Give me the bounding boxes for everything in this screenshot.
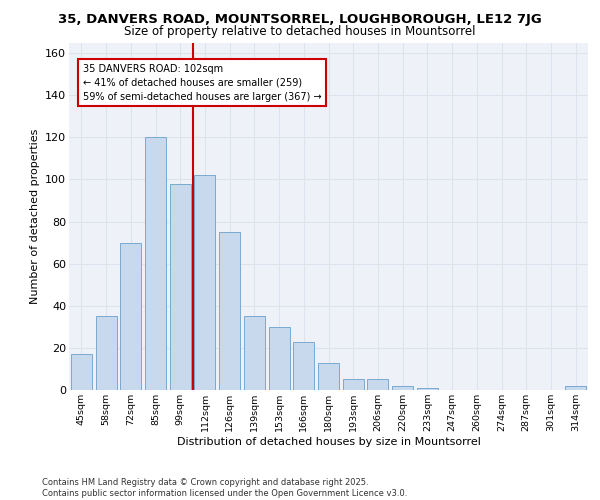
Bar [565, 386, 586, 390]
Bar [194, 175, 215, 390]
Text: 35 DANVERS ROAD: 102sqm
← 41% of detached houses are smaller (259)
59% of semi-d: 35 DANVERS ROAD: 102sqm ← 41% of detache… [83, 64, 321, 102]
Bar [145, 138, 166, 390]
Y-axis label: Number of detached properties: Number of detached properties [29, 128, 40, 304]
Bar [343, 380, 364, 390]
Text: 35, DANVERS ROAD, MOUNTSORREL, LOUGHBOROUGH, LE12 7JG: 35, DANVERS ROAD, MOUNTSORREL, LOUGHBORO… [58, 12, 542, 26]
Bar [417, 388, 438, 390]
Bar [244, 316, 265, 390]
Text: Contains HM Land Registry data © Crown copyright and database right 2025.
Contai: Contains HM Land Registry data © Crown c… [42, 478, 407, 498]
Bar [170, 184, 191, 390]
X-axis label: Distribution of detached houses by size in Mountsorrel: Distribution of detached houses by size … [176, 437, 481, 447]
Bar [269, 327, 290, 390]
Bar [392, 386, 413, 390]
Bar [95, 316, 116, 390]
Bar [367, 380, 388, 390]
Bar [71, 354, 92, 390]
Bar [293, 342, 314, 390]
Bar [318, 362, 339, 390]
Bar [120, 242, 141, 390]
Bar [219, 232, 240, 390]
Text: Size of property relative to detached houses in Mountsorrel: Size of property relative to detached ho… [124, 25, 476, 38]
